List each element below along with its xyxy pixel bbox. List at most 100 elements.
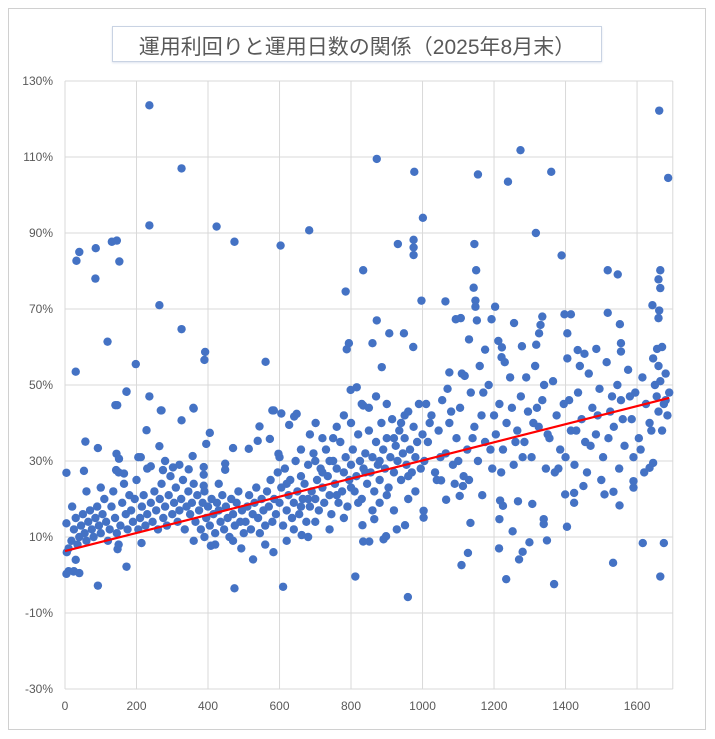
data-point	[496, 468, 506, 477]
data-point	[101, 517, 111, 526]
data-point	[557, 251, 566, 260]
data-point	[584, 369, 593, 378]
data-point	[536, 320, 545, 330]
data-point	[241, 517, 250, 526]
data-point	[297, 530, 306, 540]
data-point	[385, 329, 394, 338]
data-point	[351, 572, 360, 581]
data-point	[336, 437, 345, 447]
data-point	[588, 403, 597, 412]
data-point	[569, 488, 579, 498]
data-point	[81, 437, 90, 446]
y-tick-label: 110%	[23, 150, 53, 164]
data-point	[318, 468, 327, 477]
data-point	[414, 399, 424, 409]
data-point	[114, 540, 123, 549]
data-point	[255, 422, 264, 431]
data-point	[151, 506, 161, 515]
data-point	[400, 521, 410, 530]
data-point	[570, 460, 579, 469]
data-point	[305, 430, 315, 439]
data-point	[471, 266, 481, 275]
data-point	[629, 453, 638, 462]
data-point	[509, 460, 518, 469]
data-point	[516, 392, 526, 401]
data-point	[269, 406, 278, 415]
data-point	[119, 479, 129, 488]
data-point	[473, 456, 483, 466]
data-point	[189, 479, 198, 488]
data-point	[656, 266, 665, 275]
data-point	[358, 537, 368, 546]
data-point	[175, 506, 184, 515]
data-point	[230, 584, 239, 593]
data-point	[368, 453, 377, 462]
data-point	[143, 510, 152, 519]
data-point	[647, 426, 656, 435]
data-point	[389, 434, 399, 443]
data-point	[62, 468, 71, 477]
data-point	[212, 498, 222, 507]
data-point	[130, 494, 139, 504]
x-tick-label: 0	[62, 699, 69, 713]
data-point	[495, 514, 504, 524]
y-tick-label: -30%	[25, 682, 53, 696]
data-point	[613, 380, 622, 390]
data-point	[91, 244, 100, 253]
data-point	[114, 468, 123, 477]
data-point	[602, 358, 611, 367]
data-point	[375, 498, 384, 507]
data-point	[530, 361, 540, 371]
data-point	[220, 459, 230, 468]
data-point	[145, 221, 154, 230]
data-point	[155, 441, 164, 451]
data-point	[600, 490, 609, 499]
data-point	[96, 529, 105, 538]
data-point	[196, 525, 206, 534]
data-point	[135, 513, 145, 523]
data-point	[273, 468, 282, 477]
data-point	[598, 453, 608, 462]
data-point	[539, 380, 549, 390]
data-point	[358, 521, 367, 530]
data-point	[252, 483, 261, 492]
data-point	[412, 437, 422, 447]
data-point	[387, 415, 397, 424]
data-point	[296, 502, 306, 511]
data-point	[325, 525, 334, 534]
data-point	[645, 418, 654, 428]
data-point	[603, 266, 612, 275]
data-point	[542, 536, 552, 545]
data-point	[379, 445, 388, 454]
data-point	[210, 529, 220, 538]
data-point	[276, 241, 285, 250]
data-point	[230, 237, 239, 246]
data-point	[638, 373, 647, 382]
data-point	[495, 399, 504, 409]
data-point	[419, 513, 428, 522]
data-point	[103, 337, 112, 346]
data-point	[191, 517, 200, 526]
data-point	[76, 521, 86, 530]
data-point	[132, 475, 141, 485]
data-point	[96, 483, 105, 492]
data-point	[118, 498, 127, 507]
data-point	[205, 428, 214, 438]
data-point	[618, 415, 627, 424]
data-point	[169, 498, 179, 507]
y-tick-label: -10%	[25, 606, 53, 620]
data-point	[212, 222, 221, 231]
data-point	[391, 441, 400, 450]
data-point	[110, 513, 120, 523]
data-point	[353, 430, 363, 439]
data-point	[303, 494, 313, 504]
data-point	[364, 403, 374, 412]
data-point	[403, 592, 413, 602]
data-point	[457, 369, 467, 378]
data-point	[348, 445, 358, 454]
data-point	[458, 481, 468, 491]
data-point	[381, 532, 391, 541]
data-point	[514, 555, 524, 564]
data-point	[268, 517, 277, 526]
data-point	[656, 572, 665, 581]
